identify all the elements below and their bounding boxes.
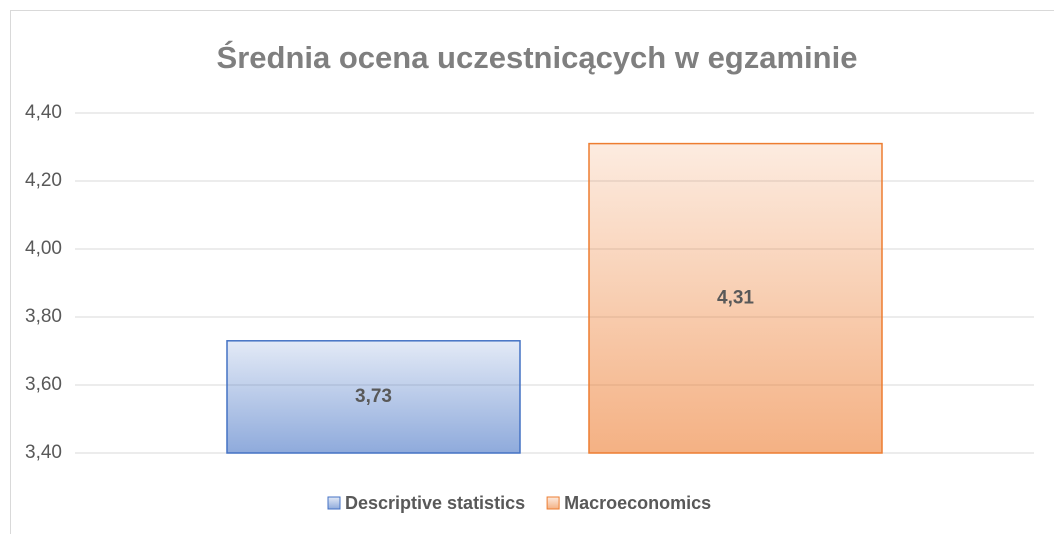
y-tick-label: 4,20 bbox=[25, 170, 62, 191]
bar bbox=[226, 340, 521, 454]
legend-swatch bbox=[546, 496, 560, 510]
y-tick-label: 3,60 bbox=[25, 374, 62, 395]
y-tick-label: 4,40 bbox=[25, 102, 62, 123]
y-tick-label: 4,00 bbox=[25, 238, 62, 259]
data-label: 3,73 bbox=[355, 386, 392, 407]
data-label: 4,31 bbox=[717, 287, 754, 308]
chart-frame bbox=[10, 10, 1054, 534]
y-tick-label: 3,40 bbox=[25, 442, 62, 463]
chart-title: Średnia ocena uczestnicących w egzaminie bbox=[217, 39, 858, 75]
legend-swatch bbox=[327, 496, 341, 510]
bar bbox=[588, 142, 883, 454]
legend-label: Descriptive statistics bbox=[345, 493, 525, 513]
y-tick-label: 3,80 bbox=[25, 306, 62, 327]
legend-label: Macroeconomics bbox=[564, 493, 711, 513]
